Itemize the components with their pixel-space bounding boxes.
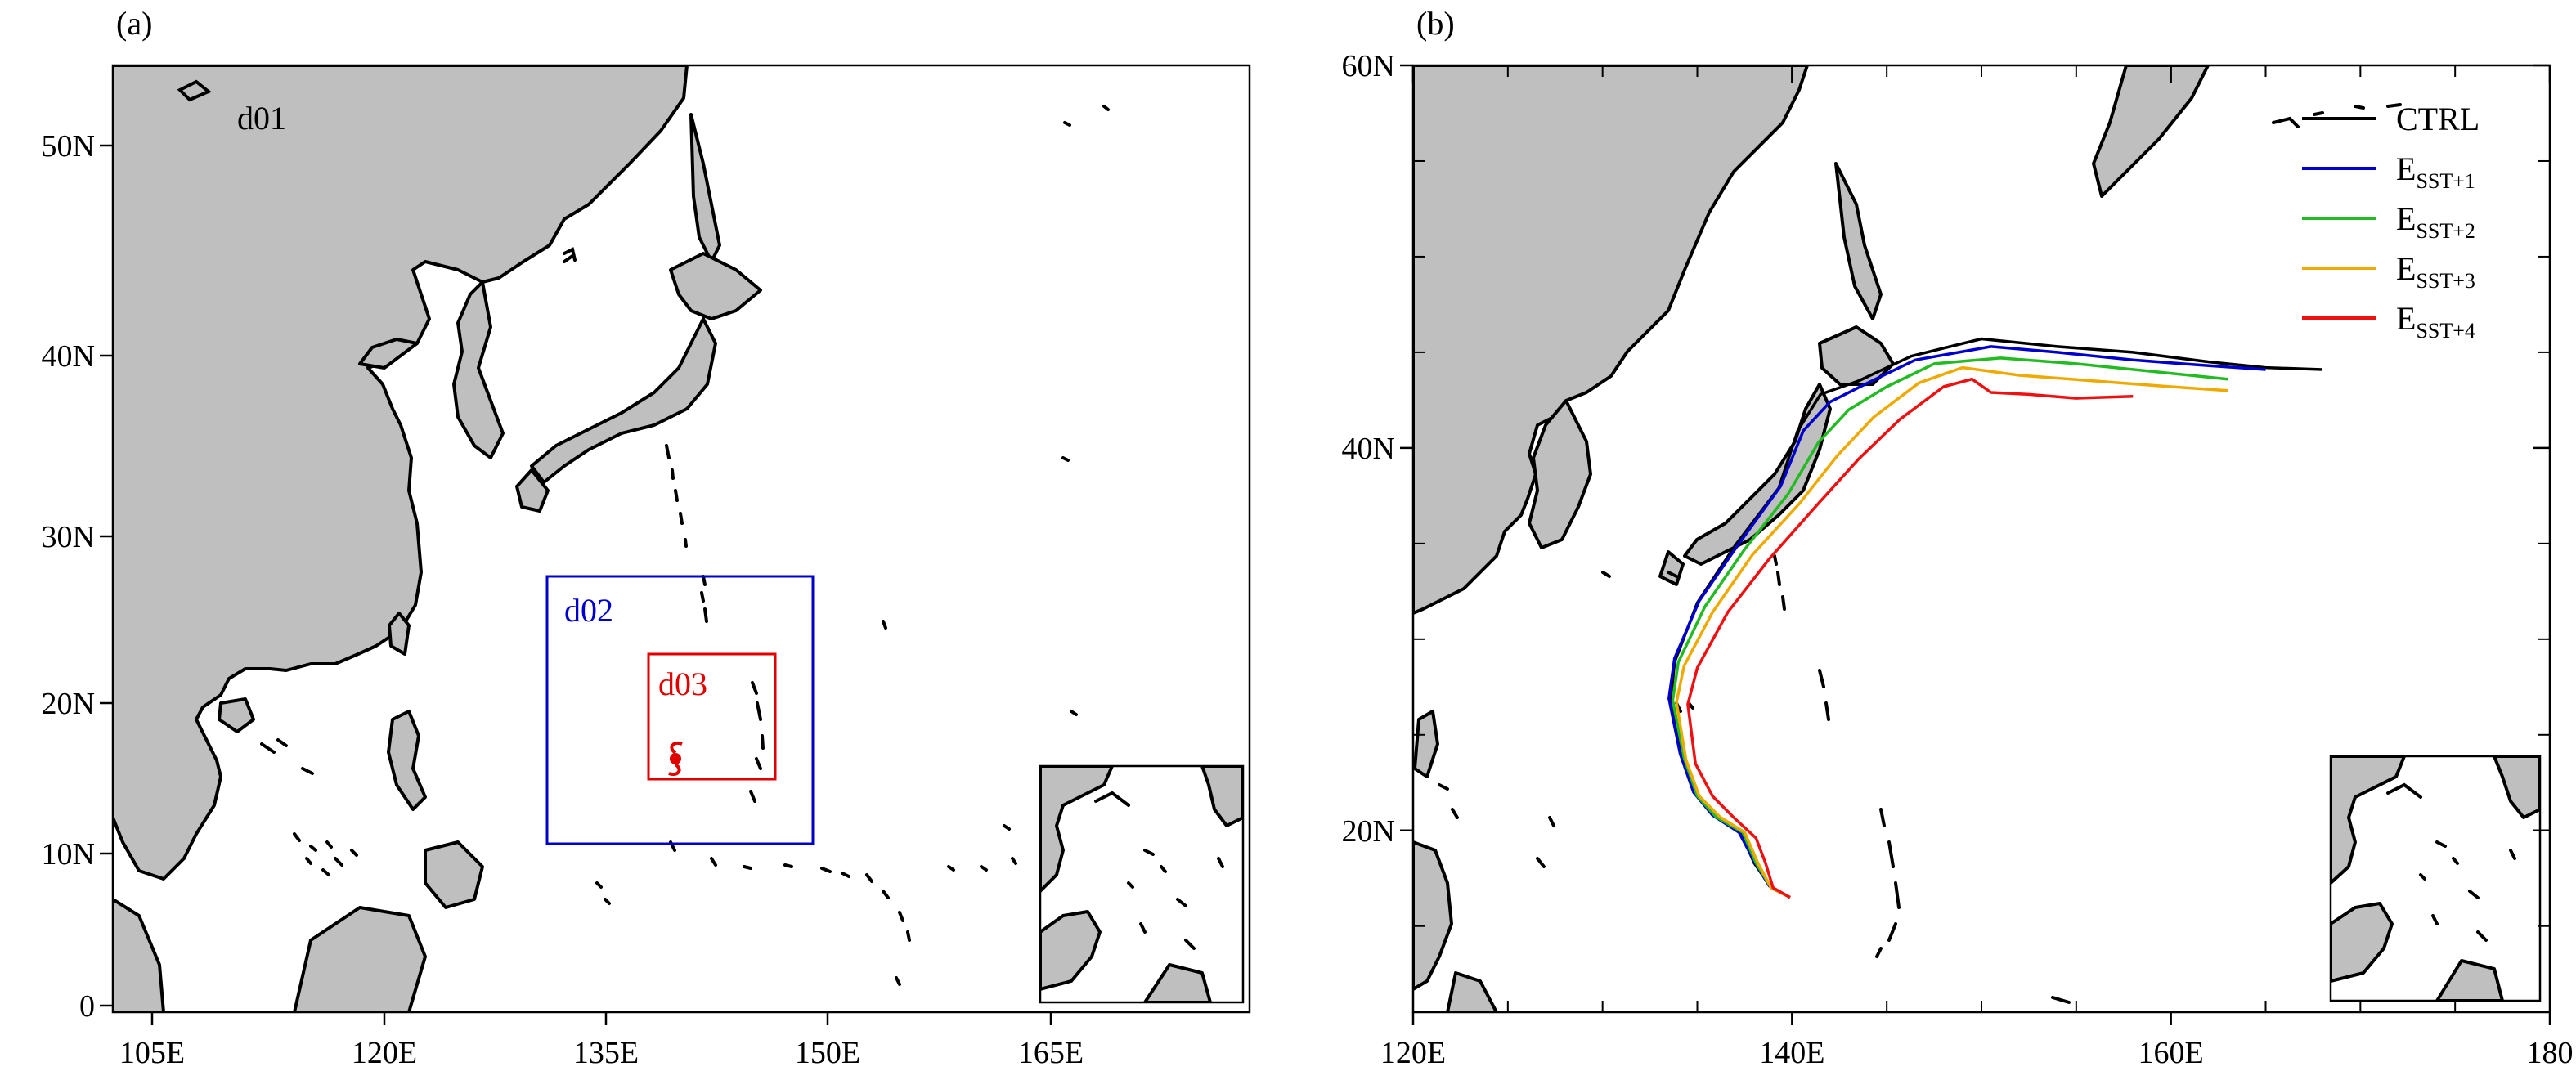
kamchatka — [2092, 65, 2210, 198]
panel-b-inset — [2329, 755, 2542, 1002]
kyushu-b — [1658, 550, 1685, 586]
x-tick-label: 160E — [2138, 1036, 2204, 1070]
y-tick-label: 30N — [42, 520, 95, 554]
typhoon-tracks — [1667, 337, 2323, 899]
philippines-south-b — [1446, 971, 1498, 1012]
panel-a-label: (a) — [116, 5, 152, 42]
korea-peninsula-b — [1528, 399, 1592, 549]
panel-b-label: (b) — [1416, 5, 1455, 42]
legend-label-sub: SST+4 — [2416, 319, 2475, 343]
track-e-sst-4 — [1686, 377, 2134, 899]
domain-d01-label: d01 — [237, 100, 286, 137]
legend-label: CTRL — [2396, 101, 2480, 137]
domain-d03-box — [647, 652, 777, 781]
x-tick-label: 120E — [352, 1036, 417, 1070]
panel-a: (a) — [42, 5, 1251, 1070]
sakhalin-b — [1834, 162, 1883, 320]
panel-b-map — [1413, 65, 2402, 1012]
legend-label: ESST+4 — [2396, 300, 2475, 343]
legend-label-main: E — [2396, 250, 2416, 287]
panel-a-map — [113, 65, 1110, 1012]
x-tick-label: 120E — [1380, 1036, 1446, 1070]
luzon-b — [1413, 840, 1453, 991]
panel-b: (b) — [1342, 5, 2574, 1070]
x-tick-label: 150E — [795, 1036, 860, 1070]
y-tick-label: 40N — [1342, 432, 1395, 466]
panel-b-axes: 120E 140E 160E 180 20N 40N 60N — [1342, 49, 2574, 1070]
y-tick-label: 0 — [79, 989, 95, 1024]
domain-d03-label: d03 — [658, 665, 707, 702]
legend-label-sub: SST+3 — [2416, 269, 2475, 293]
x-tick-label: 105E — [119, 1036, 185, 1070]
x-tick-label: 135E — [573, 1036, 639, 1070]
x-tick-label: 165E — [1018, 1036, 1084, 1070]
y-tick-label: 50N — [42, 129, 95, 164]
taiwan-b — [1413, 710, 1439, 778]
honshu — [530, 317, 717, 484]
asia-mainland — [113, 65, 689, 881]
y-tick-label: 20N — [42, 687, 95, 721]
track-e-sst-1 — [1667, 345, 2266, 899]
luzon — [387, 710, 427, 811]
sakhalin — [689, 113, 721, 263]
y-tick-label: 10N — [42, 837, 95, 872]
legend-label-sub: SST+2 — [2416, 219, 2475, 243]
track-e-sst-3 — [1675, 365, 2228, 899]
mindanao — [424, 840, 484, 909]
track-e-sst-2 — [1671, 356, 2228, 899]
shandong-peninsula — [358, 338, 419, 370]
small-islands-b — [1438, 103, 2402, 1004]
legend-label-sub: SST+1 — [2416, 169, 2475, 193]
track-ctrl — [1669, 337, 2323, 899]
typhoon-icon — [668, 742, 683, 776]
borneo — [293, 906, 427, 1012]
legend-label: ESST+3 — [2396, 250, 2475, 293]
panel-a-inset — [1039, 764, 1245, 1004]
legend-label-main: E — [2396, 300, 2416, 337]
y-tick-label: 40N — [42, 339, 95, 374]
hainan — [218, 697, 255, 733]
legend-label: ESST+1 — [2396, 150, 2475, 193]
panel-a-frame — [111, 64, 1251, 1014]
legend-label-main: E — [2396, 150, 2416, 187]
y-tick-label: 60N — [1342, 49, 1395, 83]
legend-label-main: CTRL — [2396, 101, 2480, 137]
legend-label-main: E — [2396, 200, 2416, 237]
panel-a-axes: 105E 120E 135E 150E 165E 0 10N 20N 30N 40N 50N — [42, 129, 1084, 1070]
kyushu — [515, 468, 550, 513]
domain-d02-box — [545, 575, 815, 845]
hokkaido — [669, 252, 762, 320]
korea-peninsula — [452, 280, 505, 459]
x-tick-label: 180 — [2527, 1036, 2574, 1070]
x-tick-label: 140E — [1759, 1036, 1824, 1070]
y-tick-label: 20N — [1342, 814, 1395, 849]
small-islands — [177, 79, 1110, 986]
taiwan — [388, 612, 411, 656]
domain-d02-label: d02 — [564, 592, 613, 629]
legend-label: ESST+2 — [2396, 200, 2475, 243]
malay-peninsula — [113, 898, 165, 1012]
